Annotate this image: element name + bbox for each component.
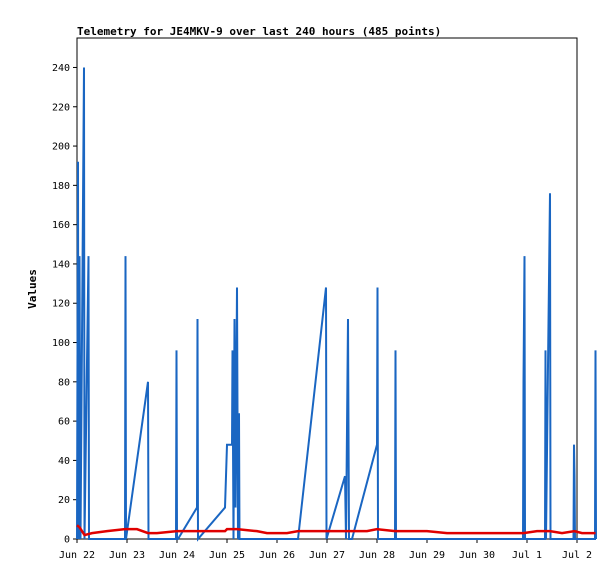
chart-title: Telemetry for JE4MKV-9 over last 240 hou… [77, 25, 441, 38]
series-layer [76, 67, 597, 542]
y-tick-label: 140 [52, 259, 70, 270]
x-tick-label: Jun 28 [359, 550, 395, 561]
y-tick-label: 80 [58, 377, 70, 388]
x-tick-label: Jun 24 [159, 550, 195, 561]
y-tick-label: 100 [52, 338, 70, 349]
x-tick-label: Jun 23 [109, 550, 145, 561]
x-tick-label: Jun 27 [309, 550, 345, 561]
y-axis-label: Values [26, 269, 39, 309]
y-tick-label: 160 [52, 220, 70, 231]
x-axis: Jun 22 Jun 23 Jun 24 Jun 25 Jun 26 Jun 27 Jun … [59, 539, 592, 561]
y-tick-label: 60 [58, 417, 70, 428]
y-tick-label: 40 [58, 456, 70, 467]
y-tick-label: 240 [52, 63, 70, 74]
x-tick-label: Jun 22 [59, 550, 95, 561]
x-tick-label: Jun 29 [409, 550, 445, 561]
y-tick-label: 120 [52, 299, 70, 310]
x-tick-label: Jul 1 [512, 550, 542, 561]
x-tick-label: Jun 30 [459, 550, 495, 561]
y-axis: 0 20 40 60 80 100 120 140 160 180 200 220 240 [52, 63, 77, 546]
y-tick-label: 200 [52, 142, 70, 153]
y-tick-label: 20 [58, 495, 70, 506]
x-tick-label: Jul 2 [562, 550, 592, 561]
x-tick-label: Jun 25 [209, 550, 245, 561]
series-line-2 [76, 524, 596, 537]
series-line-1 [76, 67, 597, 542]
x-tick-label: Jun 26 [259, 550, 295, 561]
y-tick-label: 0 [64, 535, 70, 546]
y-tick-label: 220 [52, 102, 70, 113]
y-tick-label: 180 [52, 181, 70, 192]
